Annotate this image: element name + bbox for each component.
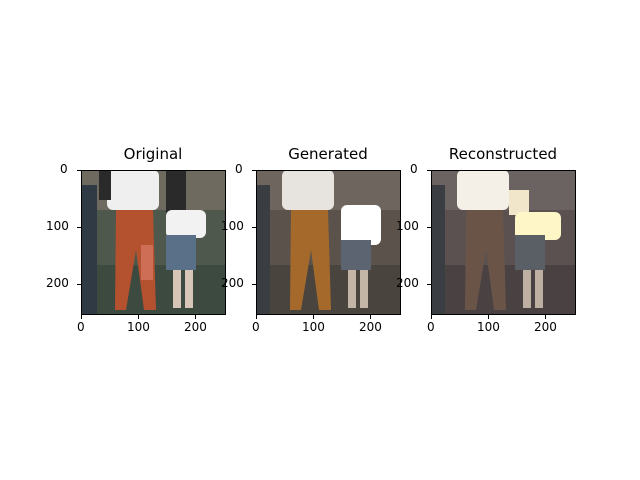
generated-image	[256, 170, 401, 315]
x-tick-200: 200	[359, 320, 382, 334]
y-tick-200: 200	[221, 276, 244, 290]
x-tick-100: 100	[302, 320, 325, 334]
x-tick-0: 0	[252, 320, 260, 334]
panel-title-reconstructed: Reconstructed	[448, 145, 558, 163]
x-tick-200: 200	[184, 320, 207, 334]
y-tick-100: 100	[46, 219, 69, 233]
y-tick-200: 200	[396, 276, 419, 290]
original-image	[81, 170, 226, 315]
y-tick-0: 0	[410, 162, 418, 176]
x-tick-200: 200	[534, 320, 557, 334]
y-tick-0: 0	[235, 162, 243, 176]
y-tick-0: 0	[60, 162, 68, 176]
y-tick-200: 200	[46, 276, 69, 290]
x-tick-0: 0	[77, 320, 85, 334]
y-tick-100: 100	[221, 219, 244, 233]
x-tick-100: 100	[127, 320, 150, 334]
original-image-svg	[81, 170, 226, 315]
reconstructed-image	[431, 170, 576, 315]
y-tick-100: 100	[396, 219, 419, 233]
panel-title-original: Original	[123, 145, 183, 163]
panel-title-generated: Generated	[288, 145, 368, 163]
x-tick-0: 0	[427, 320, 435, 334]
x-tick-100: 100	[477, 320, 500, 334]
generated-image-svg	[256, 170, 401, 315]
reconstructed-image-svg	[431, 170, 576, 315]
